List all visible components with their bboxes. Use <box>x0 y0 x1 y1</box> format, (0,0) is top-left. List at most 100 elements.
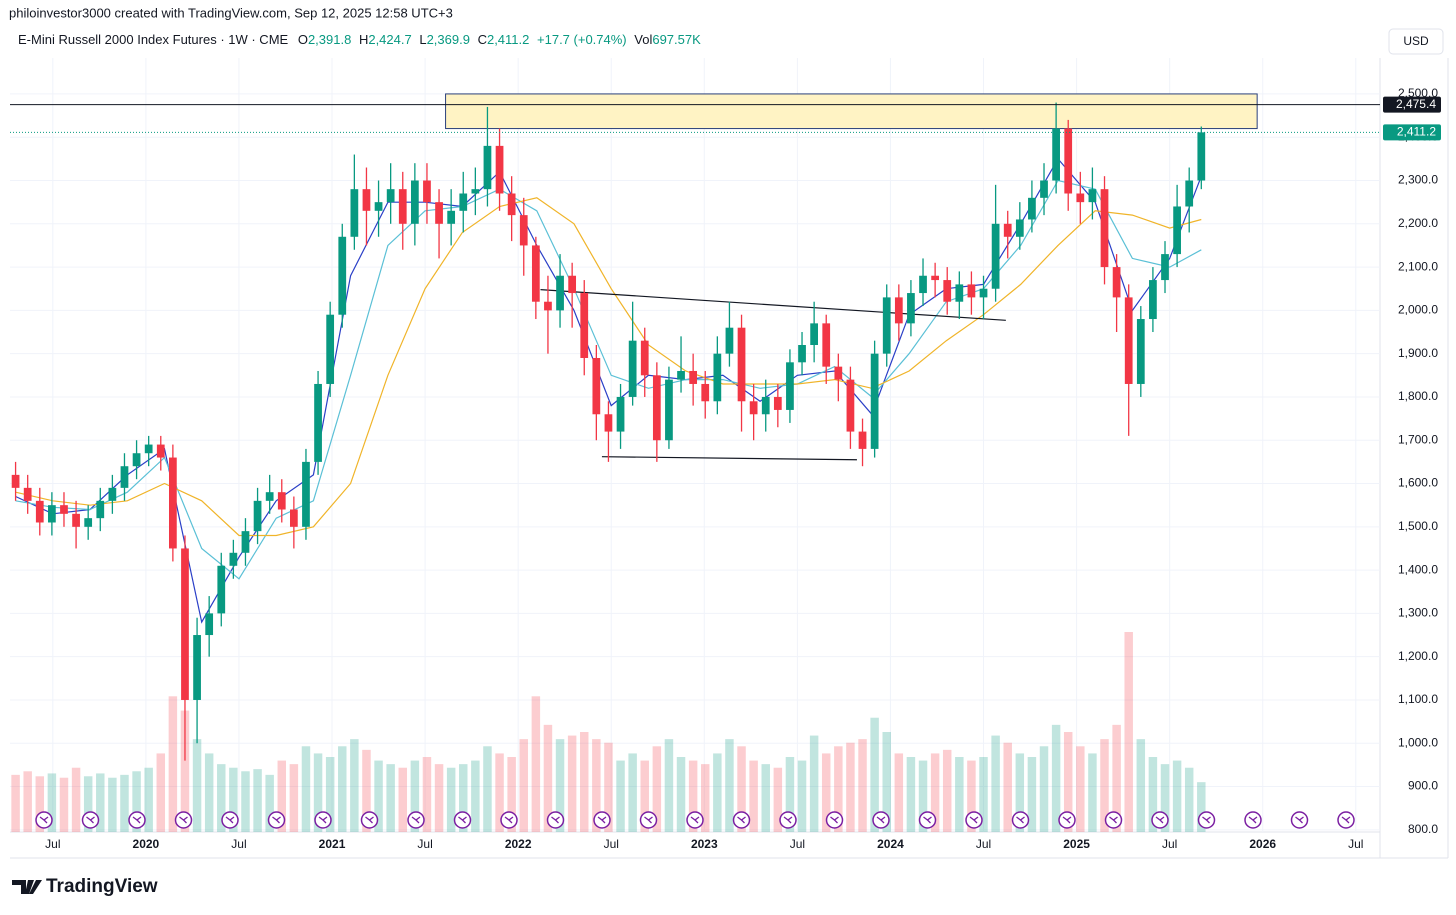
event-arrow <box>1016 816 1025 824</box>
candle-body <box>193 635 201 700</box>
candle-body <box>1112 267 1121 298</box>
logo-mark <box>12 880 42 894</box>
volume-bar <box>1136 739 1146 832</box>
event-arrow <box>179 816 188 824</box>
price-label: 2,411.2 <box>1397 125 1436 139</box>
event-arrow <box>876 816 886 824</box>
plot-area <box>10 58 1380 832</box>
x-tick-label: Jul <box>45 837 60 851</box>
candle-body <box>350 189 359 237</box>
candle-body <box>786 362 794 410</box>
candle-body <box>181 548 189 700</box>
volume-bar <box>325 757 335 832</box>
candle-body <box>677 370 685 380</box>
y-tick-label: 1,100.0 <box>1398 692 1438 706</box>
event-icon <box>407 811 425 829</box>
volume-bar <box>253 769 262 832</box>
currency-label[interactable]: USD <box>1403 34 1429 48</box>
candle-body <box>1136 319 1145 384</box>
volume-bar <box>846 742 855 832</box>
event-icon <box>872 811 890 829</box>
volume-bar <box>132 771 141 832</box>
symbol: E-Mini Russell 2000 Index Futures · 1W ·… <box>18 32 289 47</box>
candle-body <box>1088 189 1097 203</box>
volume-bar <box>1088 753 1097 832</box>
volume-bar <box>688 760 698 832</box>
x-tick-label: 2025 <box>1063 837 1090 851</box>
candle-body <box>931 275 939 281</box>
candle-body <box>1149 280 1157 320</box>
event-icon <box>639 811 658 829</box>
volume-bar <box>144 767 153 832</box>
event-icon <box>1290 811 1309 829</box>
volume-bar <box>11 774 20 832</box>
event-icon <box>1104 811 1123 829</box>
logo: TradingView <box>12 876 158 897</box>
volume-bar <box>906 757 916 832</box>
candle-body <box>1173 206 1181 255</box>
volume-bar <box>1039 746 1049 832</box>
x-tick-label: Jul <box>1162 837 1177 851</box>
y-tick-label: 1,400.0 <box>1398 562 1438 576</box>
trendline <box>601 456 857 461</box>
event-icon <box>732 811 751 829</box>
volume-bar <box>277 760 287 832</box>
volume-bar <box>350 739 359 832</box>
currency-button[interactable]: USD <box>1388 28 1444 55</box>
candle-body <box>665 379 673 441</box>
volume-bar <box>1172 760 1182 832</box>
volume-bar <box>59 777 69 832</box>
volume-bar <box>180 710 190 832</box>
volume-bar <box>519 739 528 832</box>
candle-body <box>773 396 782 410</box>
event-icon <box>174 811 193 829</box>
currency-box[interactable] <box>1388 28 1444 55</box>
candle-body <box>265 492 274 501</box>
y-tick-label: 1,500.0 <box>1398 519 1438 533</box>
volume-bar <box>47 773 57 832</box>
candle-body <box>169 457 177 549</box>
x-tick-label: 2020 <box>133 837 160 851</box>
volume-bar <box>241 771 250 832</box>
candle-body <box>35 500 44 523</box>
event-icon <box>686 811 704 829</box>
volume-bar <box>1148 757 1158 832</box>
x-tick-label: Jul <box>417 837 432 851</box>
candle-body <box>72 513 80 527</box>
volume-bar <box>592 739 601 832</box>
event-icon <box>779 811 797 829</box>
volume-bar <box>120 774 129 832</box>
volume-bar <box>217 764 226 832</box>
volume-bar <box>83 776 93 832</box>
volume-bar <box>204 753 214 832</box>
candle-body <box>447 210 456 224</box>
candle-body <box>1161 254 1169 281</box>
candle-body <box>810 323 819 346</box>
event-arrow <box>1109 816 1118 824</box>
event-arrow <box>1295 816 1304 824</box>
volume-bar <box>797 760 807 832</box>
x-tick-label: Jul <box>976 837 991 851</box>
volume-bar <box>434 764 444 832</box>
volume-bar <box>676 757 686 832</box>
event-icon <box>546 811 565 829</box>
candle-body <box>1028 197 1036 220</box>
candle-body <box>1124 297 1133 384</box>
x-tick-label: 2024 <box>877 837 904 851</box>
volume-bar <box>1184 767 1194 832</box>
candle-body <box>689 370 698 384</box>
moving-average <box>15 179 1202 580</box>
volume-bar <box>567 735 577 832</box>
candle-body <box>858 431 867 449</box>
volume-bar <box>398 767 407 832</box>
candle-body <box>991 223 1000 289</box>
volume-bar <box>386 764 395 832</box>
candle-body <box>289 509 298 527</box>
candle-body <box>701 383 710 402</box>
event-icon <box>81 811 100 829</box>
event-arrow <box>504 816 514 824</box>
candle-body <box>531 245 540 302</box>
volume-bar <box>471 760 480 832</box>
event-arrow <box>39 816 49 824</box>
volume-bar <box>737 746 746 832</box>
